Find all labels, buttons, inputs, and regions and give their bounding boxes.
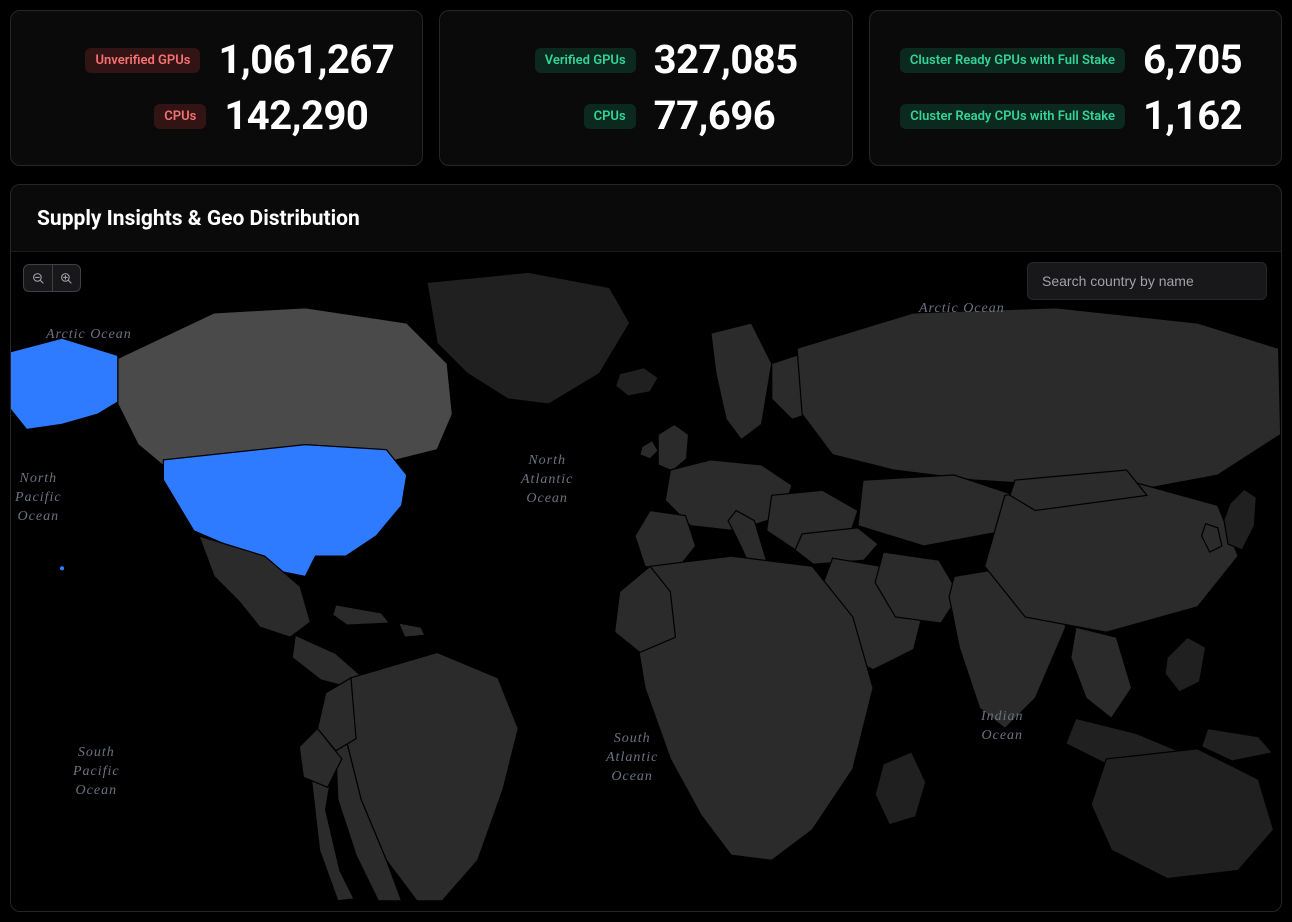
country-japan[interactable] — [1224, 489, 1256, 550]
search-box — [1027, 262, 1267, 300]
value-unverified-cpus: 142,290 — [224, 95, 394, 137]
map-body[interactable]: Arctic Ocean Arctic Ocean North Atlantic… — [11, 251, 1281, 911]
map-title: Supply Insights & Geo Distribution — [11, 185, 1281, 251]
region-indochina[interactable] — [1071, 627, 1132, 718]
value-cluster-gpus: 6,705 — [1143, 39, 1253, 81]
country-hispaniola[interactable] — [399, 623, 425, 637]
country-russia[interactable] — [797, 308, 1281, 490]
badge-verified-cpus: CPUs — [584, 104, 636, 129]
zoom-in-button[interactable] — [52, 265, 80, 291]
zoom-in-icon — [60, 272, 73, 285]
zoom-out-icon — [32, 272, 45, 285]
badge-cluster-gpus: Cluster Ready GPUs with Full Stake — [900, 48, 1125, 73]
country-madagascar[interactable] — [875, 752, 926, 825]
map-section: Supply Insights & Geo Distribution Arcti… — [10, 184, 1282, 912]
country-kazakhstan[interactable] — [858, 475, 1015, 546]
zoom-controls — [23, 264, 81, 292]
country-usa-hawaii[interactable] — [60, 566, 64, 570]
search-country-input[interactable] — [1027, 262, 1267, 300]
country-uk[interactable] — [658, 424, 688, 471]
country-greenland[interactable] — [427, 272, 630, 404]
country-philippines[interactable] — [1165, 637, 1206, 692]
stats-cards-row: Unverified GPUs 1,061,267 CPUs 142,290 V… — [10, 10, 1282, 166]
country-usa-alaska[interactable] — [11, 338, 118, 429]
country-cuba[interactable] — [333, 605, 390, 625]
card-cluster-ready: Cluster Ready GPUs with Full Stake 6,705… — [869, 10, 1282, 166]
country-norway-sweden[interactable] — [711, 323, 772, 440]
zoom-out-button[interactable] — [24, 265, 52, 291]
value-verified-gpus: 327,085 — [654, 39, 824, 81]
card-unverified: Unverified GPUs 1,061,267 CPUs 142,290 — [10, 10, 423, 166]
value-verified-cpus: 77,696 — [654, 95, 824, 137]
country-australia[interactable] — [1091, 749, 1273, 879]
country-usa[interactable] — [163, 445, 406, 577]
badge-unverified-cpus: CPUs — [154, 104, 206, 129]
value-unverified-gpus: 1,061,267 — [218, 39, 394, 81]
badge-verified-gpus: Verified GPUs — [535, 48, 636, 73]
card-verified: Verified GPUs 327,085 CPUs 77,696 — [439, 10, 852, 166]
country-ireland[interactable] — [640, 441, 658, 459]
world-map-svg — [11, 252, 1281, 911]
country-canada[interactable] — [118, 308, 453, 470]
value-cluster-cpus: 1,162 — [1143, 95, 1253, 137]
badge-cluster-cpus: Cluster Ready CPUs with Full Stake — [900, 104, 1125, 129]
country-iceland[interactable] — [616, 368, 659, 396]
badge-unverified-gpus: Unverified GPUs — [85, 48, 200, 73]
